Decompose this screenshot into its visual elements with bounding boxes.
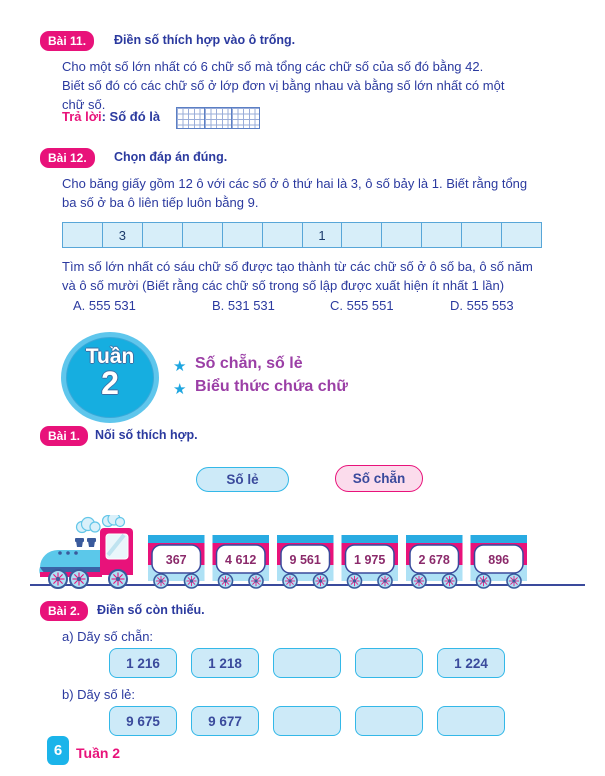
svg-text:2 678: 2 678 bbox=[419, 553, 450, 567]
svg-text:1 975: 1 975 bbox=[354, 553, 385, 567]
svg-text:9 561: 9 561 bbox=[290, 553, 321, 567]
svg-text:367: 367 bbox=[166, 553, 187, 567]
svg-text:4 612: 4 612 bbox=[225, 553, 256, 567]
svg-text:896: 896 bbox=[488, 553, 509, 567]
